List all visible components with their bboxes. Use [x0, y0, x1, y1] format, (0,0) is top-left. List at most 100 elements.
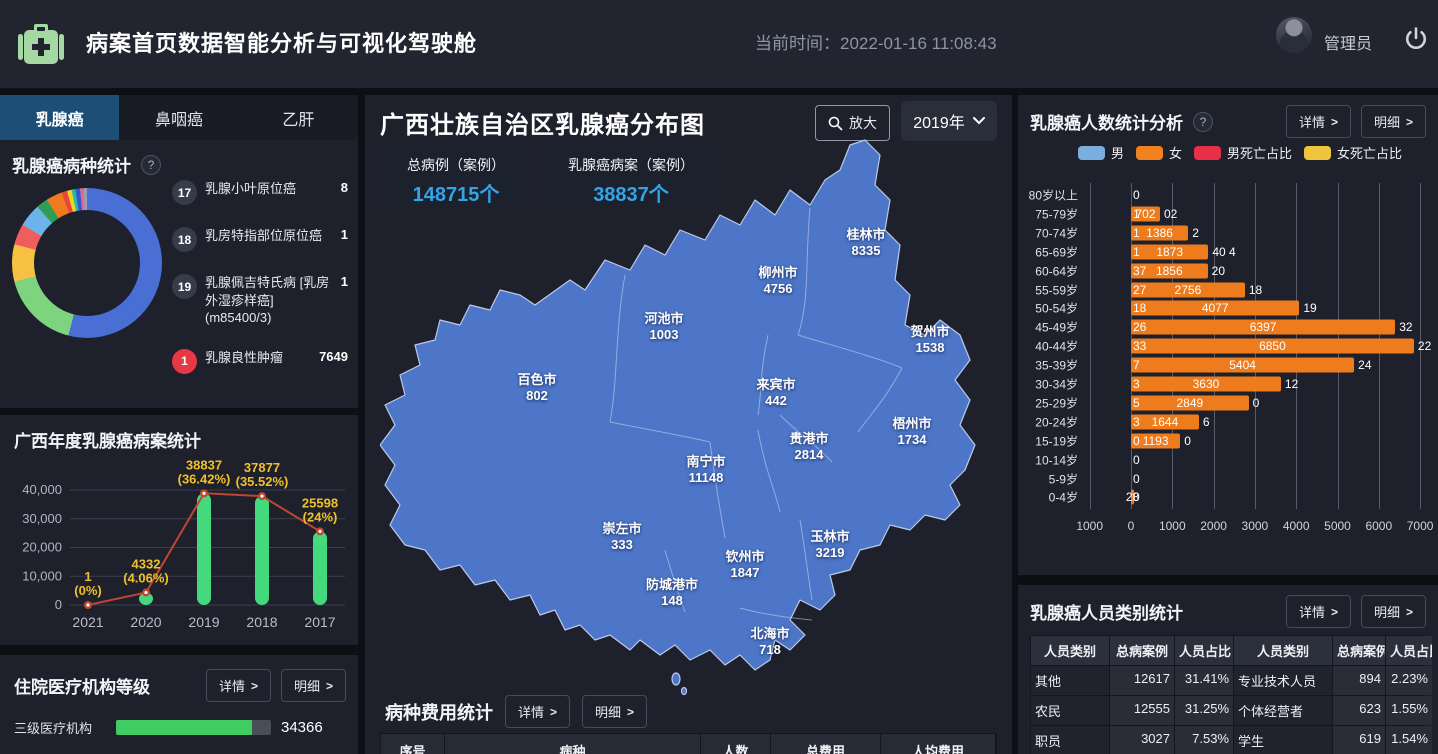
- tab-鼻咽癌[interactable]: 鼻咽癌: [154, 111, 203, 129]
- year-dropdown[interactable]: 2019年: [901, 101, 997, 141]
- map-zoom-button[interactable]: 放大: [815, 105, 890, 141]
- female-value: 1856: [1155, 263, 1183, 278]
- x-axis-tick: 0: [1127, 519, 1135, 534]
- male-value: 0: [1133, 452, 1140, 467]
- legend-label: 男死亡占比: [1227, 146, 1293, 161]
- category-cell-value: 31.25%: [1175, 696, 1233, 725]
- svg-text:40,000: 40,000: [22, 482, 62, 497]
- svg-text:(0%): (0%): [74, 583, 101, 598]
- extra-value: 22: [1417, 339, 1432, 354]
- age-group-label: 15-19岁: [1035, 434, 1078, 449]
- age-breakdown-button[interactable]: 明细 >: [1360, 105, 1426, 138]
- category-cell-value: 12617: [1110, 666, 1174, 695]
- svg-text:4332: 4332: [132, 557, 161, 572]
- x-axis-tick: 5000: [1324, 519, 1351, 534]
- medkit-logo-icon: [18, 24, 64, 64]
- female-bar: [1131, 489, 1134, 505]
- extra-value: 32: [1399, 320, 1413, 335]
- help-icon[interactable]: ?: [141, 154, 161, 175]
- age-group-label: 80岁以上: [1028, 188, 1078, 203]
- cost-column-header: 人均费用: [881, 734, 996, 754]
- guangxi-map[interactable]: [380, 130, 997, 700]
- svg-text:(4.06%): (4.06%): [123, 571, 169, 586]
- legend-item: 女: [1136, 143, 1182, 162]
- svg-text:25598: 25598: [302, 495, 338, 510]
- list-item: 19 乳腺佩吉特氏病 [乳房外湿疹样癌](m85400/3) 1: [172, 274, 348, 327]
- help-icon[interactable]: ?: [1193, 111, 1213, 132]
- category-breakdown-button[interactable]: 明细 >: [1360, 595, 1426, 628]
- category-cell-value: 31.41%: [1175, 666, 1233, 695]
- category-cell-value: 2.23%: [1386, 666, 1432, 695]
- category-column-header: 人员类别: [1234, 636, 1332, 665]
- magnifier-icon: [828, 116, 843, 131]
- disease-label: 乳腺小叶原位癌: [205, 181, 297, 196]
- chevron-right-icon: >: [1330, 604, 1338, 619]
- list-item: 17 乳腺小叶原位癌 8: [172, 180, 348, 205]
- age-group-label: 75-79岁: [1035, 207, 1078, 222]
- female-bar: [1131, 244, 1209, 260]
- cost-column-header: 总费用: [771, 734, 881, 754]
- category-cell-value: 1.54%: [1386, 726, 1432, 754]
- svg-text:38837: 38837: [186, 457, 222, 472]
- male-value: 1: [1133, 206, 1140, 221]
- category-cell-value: 3027: [1110, 726, 1174, 754]
- disease-tabs: 乳腺癌 鼻咽癌 乙肝: [0, 95, 358, 140]
- female-value: 5404: [1229, 358, 1256, 373]
- female-bar: [1131, 376, 1281, 392]
- level-bar: [116, 720, 271, 735]
- age-group-label: 40-44岁: [1035, 339, 1078, 354]
- panel-age-analysis: 乳腺癌人数统计分析 ? 详情 > 明细 > 男女男死亡占比 女死亡占比 1000 0 10…: [1018, 95, 1438, 575]
- category-column-header: 人员占比: [1386, 636, 1432, 665]
- current-time: 当前时间：2022-01-16 11:08:43: [755, 34, 997, 53]
- female-value: 6397: [1249, 320, 1277, 335]
- extra-value: 12: [1284, 377, 1299, 391]
- age-group-label: 65-69岁: [1035, 245, 1078, 260]
- chevron-right-icon: >: [1330, 114, 1338, 129]
- male-value: 0: [1133, 490, 1140, 505]
- age-group-label: 70-74岁: [1035, 226, 1078, 241]
- svg-text:2019: 2019: [188, 614, 219, 630]
- male-value: 7: [1133, 358, 1140, 373]
- hospital-level-row: 三级医疗机构 34366: [14, 718, 346, 737]
- female-bar: [1131, 206, 1160, 222]
- svg-text:2020: 2020: [130, 614, 161, 630]
- user-name: 管理员: [1324, 36, 1373, 53]
- x-axis-tick: 7000: [1406, 519, 1434, 534]
- hospital-levels-title: 住院医疗机构等级: [14, 678, 150, 697]
- female-bar: [1131, 414, 1199, 430]
- hospital-breakdown-button[interactable]: 明细 >: [280, 669, 346, 702]
- hospital-detail-button[interactable]: 详情 >: [205, 669, 271, 702]
- male-value: 26: [1133, 320, 1147, 335]
- legend-label: 女: [1169, 146, 1183, 161]
- cost-breakdown-button[interactable]: 明细 >: [582, 695, 648, 728]
- chevron-right-icon: >: [550, 704, 558, 719]
- cost-column-header: 序号: [381, 734, 445, 754]
- female-bar: [1131, 300, 1300, 316]
- tab-乙肝[interactable]: 乙肝: [282, 111, 315, 129]
- legend-label: 男: [1111, 146, 1125, 161]
- cost-detail-button[interactable]: 详情 >: [505, 695, 571, 728]
- female-bar: [1131, 395, 1249, 411]
- rank-badge: 17: [172, 180, 197, 205]
- female-value: 1873: [1156, 244, 1184, 259]
- chevron-down-icon: [972, 117, 985, 125]
- age-detail-button[interactable]: 详情 >: [1285, 105, 1351, 138]
- female-value: 28: [1125, 490, 1140, 505]
- male-value: 18: [1133, 301, 1147, 316]
- avatar[interactable]: [1276, 17, 1312, 53]
- x-axis-tick: 6000: [1365, 519, 1393, 534]
- chevron-right-icon: >: [1405, 114, 1413, 129]
- tab-乳腺癌[interactable]: 乳腺癌: [0, 95, 120, 140]
- stat-breast-cases: 乳腺癌病案（案例） 38837个: [548, 148, 714, 206]
- svg-text:20,000: 20,000: [22, 540, 62, 555]
- male-value: 3: [1133, 377, 1140, 391]
- power-icon[interactable]: [1402, 25, 1430, 53]
- category-cell-value: 7.53%: [1175, 726, 1233, 754]
- age-group-label: 50-54岁: [1035, 301, 1078, 316]
- age-group-label: 60-64岁: [1035, 264, 1078, 279]
- svg-text:30,000: 30,000: [22, 511, 62, 526]
- female-bar: [1131, 282, 1245, 297]
- chevron-right-icon: >: [325, 678, 333, 693]
- category-detail-button[interactable]: 详情 >: [1285, 595, 1351, 628]
